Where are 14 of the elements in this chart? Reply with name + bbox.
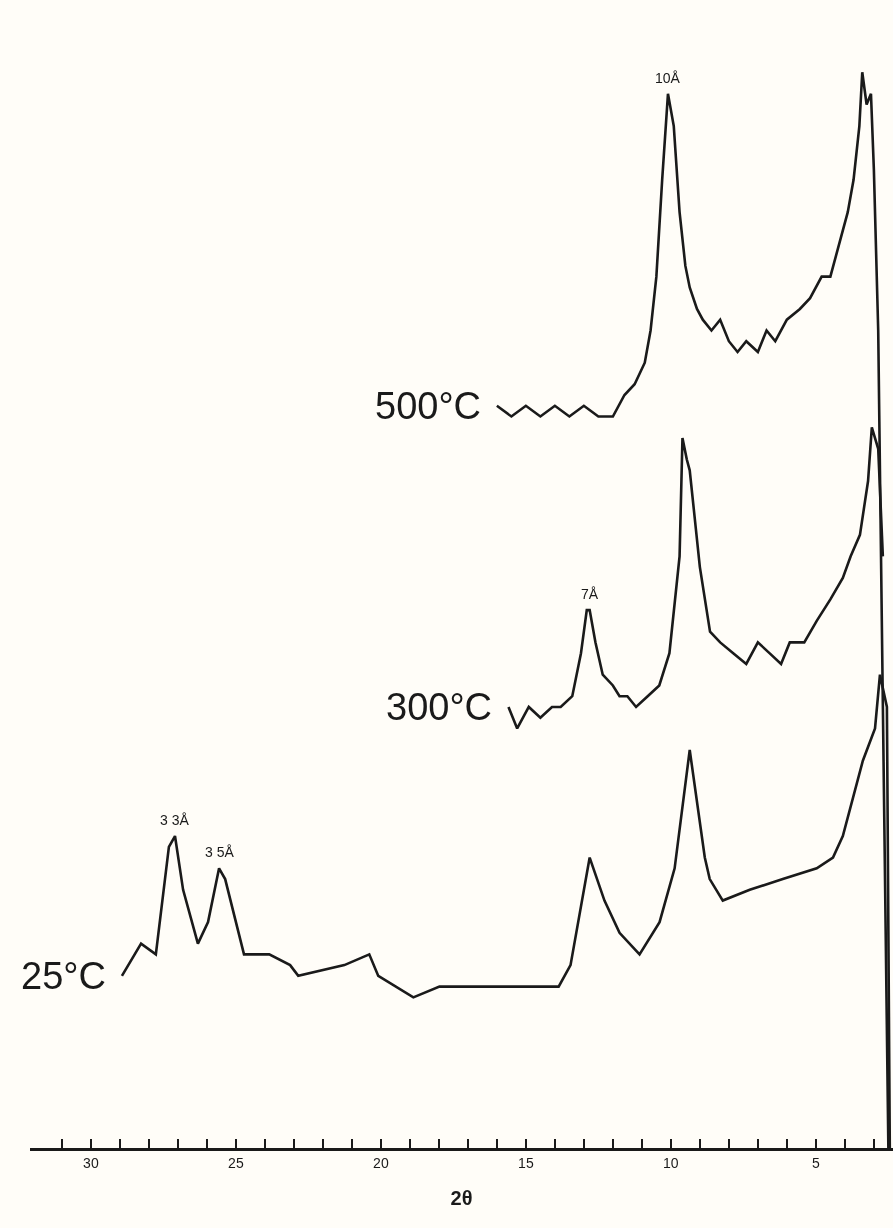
series-label: 25°C bbox=[21, 955, 106, 997]
x-tick-label: 25 bbox=[228, 1154, 244, 1171]
x-tick-label: 30 bbox=[83, 1154, 99, 1171]
x-tick-label: 15 bbox=[518, 1154, 534, 1171]
x-tick-label: 10 bbox=[663, 1154, 679, 1171]
annotation: 7Å bbox=[581, 586, 599, 602]
annotation: 3 3Å bbox=[160, 812, 190, 828]
annotation: 3 5Å bbox=[205, 844, 235, 860]
annotation: 10Å bbox=[655, 70, 681, 86]
x-tick-label: 5 bbox=[811, 1154, 820, 1171]
series-label: 300°C bbox=[386, 686, 493, 728]
series-label: 500°C bbox=[375, 385, 482, 427]
x-axis-title: 2θ bbox=[450, 1187, 473, 1210]
x-tick-label: 20 bbox=[373, 1154, 389, 1171]
